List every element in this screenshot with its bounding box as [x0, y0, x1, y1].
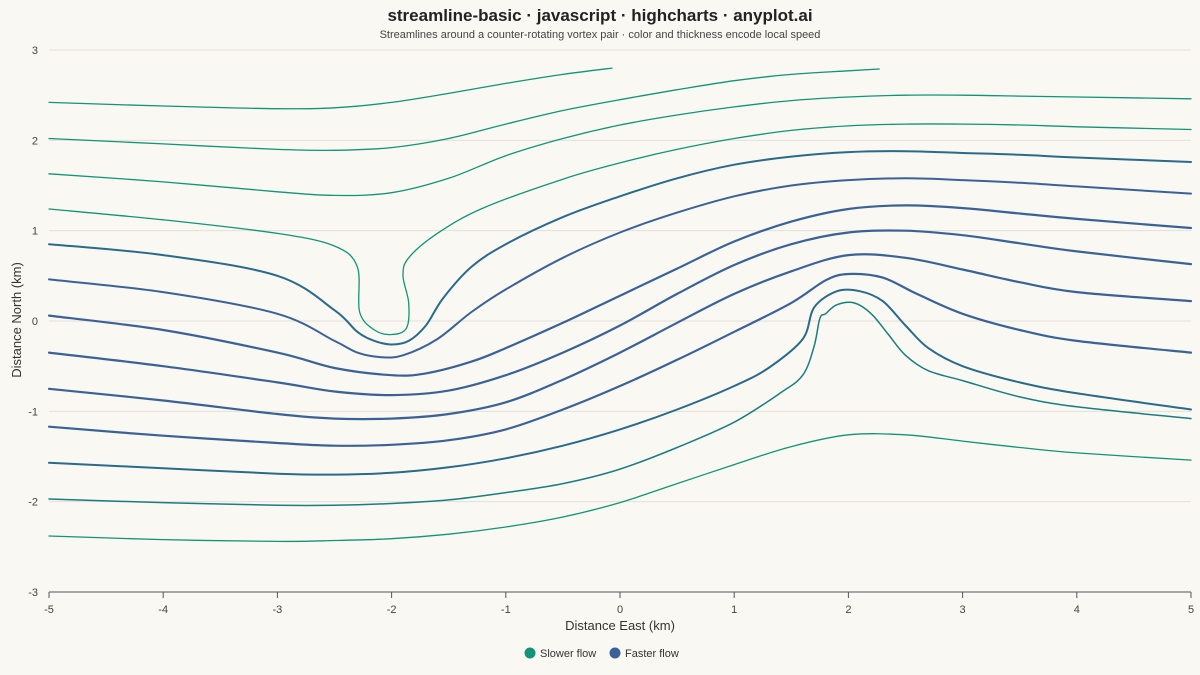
axes: 3 2 1 0 -1 -2 -3 -5 -4 -3 -2 -1 0 1 2 3 4 5 — [28, 45, 1194, 616]
streamline-13 — [48, 433, 1192, 543]
y-tick-label: 1 — [32, 226, 38, 238]
streamline-2 — [48, 68, 880, 152]
streamline-10 — [47, 272, 1193, 447]
y-tick-label: -3 — [28, 587, 38, 599]
legend: Slower flow Faster flow — [524, 647, 679, 660]
chart-title: streamline-basic · javascript · highchar… — [387, 6, 812, 25]
y-tick-label: -2 — [28, 497, 38, 509]
x-tick-label: -2 — [387, 604, 397, 616]
x-tick-label: 2 — [845, 604, 851, 616]
x-tick-label: 4 — [1074, 604, 1080, 616]
streamline-6 — [48, 177, 1192, 359]
x-tick-label: -3 — [273, 604, 283, 616]
x-tick-label: 3 — [960, 604, 966, 616]
chart-subtitle: Streamlines around a counter-rotating vo… — [380, 29, 821, 41]
x-tick-label: -4 — [158, 604, 168, 616]
x-axis-title: Distance East (km) — [565, 618, 675, 633]
y-tick-label: 0 — [32, 316, 38, 328]
y-axis-title: Distance North (km) — [9, 262, 24, 378]
x-tick-label: 1 — [731, 604, 737, 616]
legend-marker — [524, 647, 536, 659]
grid-lines — [49, 49, 1191, 503]
streamline-12 — [48, 301, 1192, 507]
x-tick-label: 5 — [1188, 604, 1194, 616]
y-tick-label: -1 — [28, 406, 38, 418]
streamline-9 — [47, 253, 1193, 421]
streamline-7 — [47, 204, 1193, 377]
streamline-4 — [48, 123, 1192, 336]
x-tick-label: -5 — [44, 604, 54, 616]
y-tick-label: 3 — [32, 45, 38, 57]
x-tick-label: 0 — [617, 604, 623, 616]
streamline-8 — [47, 229, 1193, 397]
legend-label[interactable]: Slower flow — [540, 648, 596, 660]
legend-marker — [609, 647, 621, 659]
streamline-3 — [48, 94, 1192, 197]
legend-label[interactable]: Faster flow — [625, 648, 679, 660]
y-tick-label: 2 — [32, 135, 38, 147]
streamline-5 — [48, 150, 1192, 346]
streamline-11 — [48, 288, 1192, 476]
x-tick-label: -1 — [501, 604, 511, 616]
streamline-1 — [48, 67, 613, 110]
streamlines — [47, 67, 1193, 543]
